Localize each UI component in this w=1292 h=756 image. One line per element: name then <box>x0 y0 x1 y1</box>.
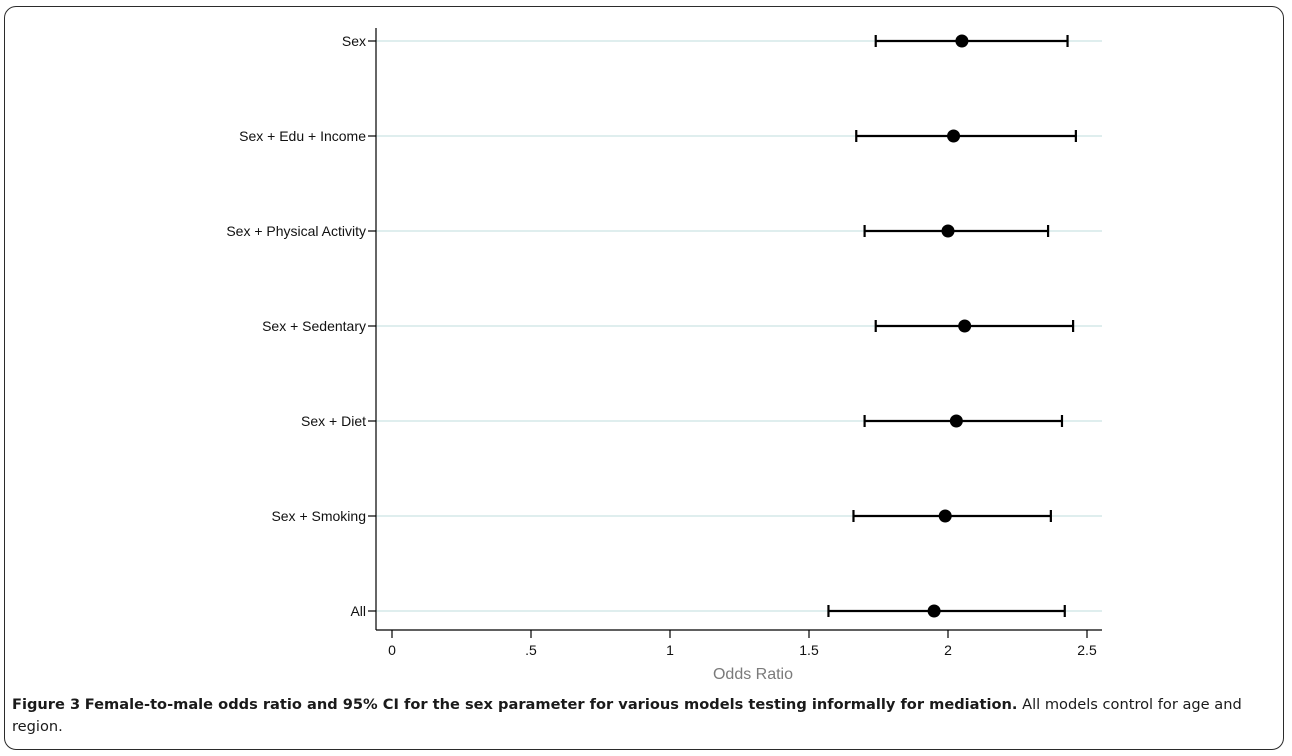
forest-plot: Sex Sex + Edu + Income Sex + Physical Acti… <box>226 28 1102 683</box>
estimate-point <box>955 34 969 48</box>
estimate-point <box>938 509 952 523</box>
x-tick-label: 0 <box>388 642 396 658</box>
estimate-point <box>941 224 955 238</box>
figure-frame <box>4 6 1284 750</box>
figure-caption: Figure 3 Female-to-male odds ratio and 9… <box>12 694 1274 738</box>
x-tick-label: .5 <box>525 642 537 658</box>
figure-label: Figure 3 <box>12 696 81 713</box>
estimate-point <box>958 319 972 333</box>
row-label: Sex + Diet <box>301 413 366 429</box>
x-axis-label: Odds Ratio <box>713 666 793 683</box>
row-label: All <box>350 603 366 619</box>
row-label: Sex + Smoking <box>271 508 366 524</box>
row-label: Sex <box>342 33 366 49</box>
estimate-point <box>927 604 941 618</box>
caption-title: Female-to-male odds ratio and 95% CI for… <box>84 696 1018 713</box>
x-tick-label: 1.5 <box>799 642 819 658</box>
caption-text: All models control for age and region. <box>12 696 1242 735</box>
row-label: Sex + Sedentary <box>262 318 366 334</box>
row-label: Sex + Physical Activity <box>226 223 366 239</box>
estimate-point <box>949 414 963 428</box>
estimate-point <box>947 129 961 143</box>
x-tick-label: 2 <box>944 642 952 658</box>
x-tick-label: 2.5 <box>1077 642 1097 658</box>
x-tick-label: 1 <box>666 642 674 658</box>
row-label: Sex + Edu + Income <box>239 128 366 144</box>
